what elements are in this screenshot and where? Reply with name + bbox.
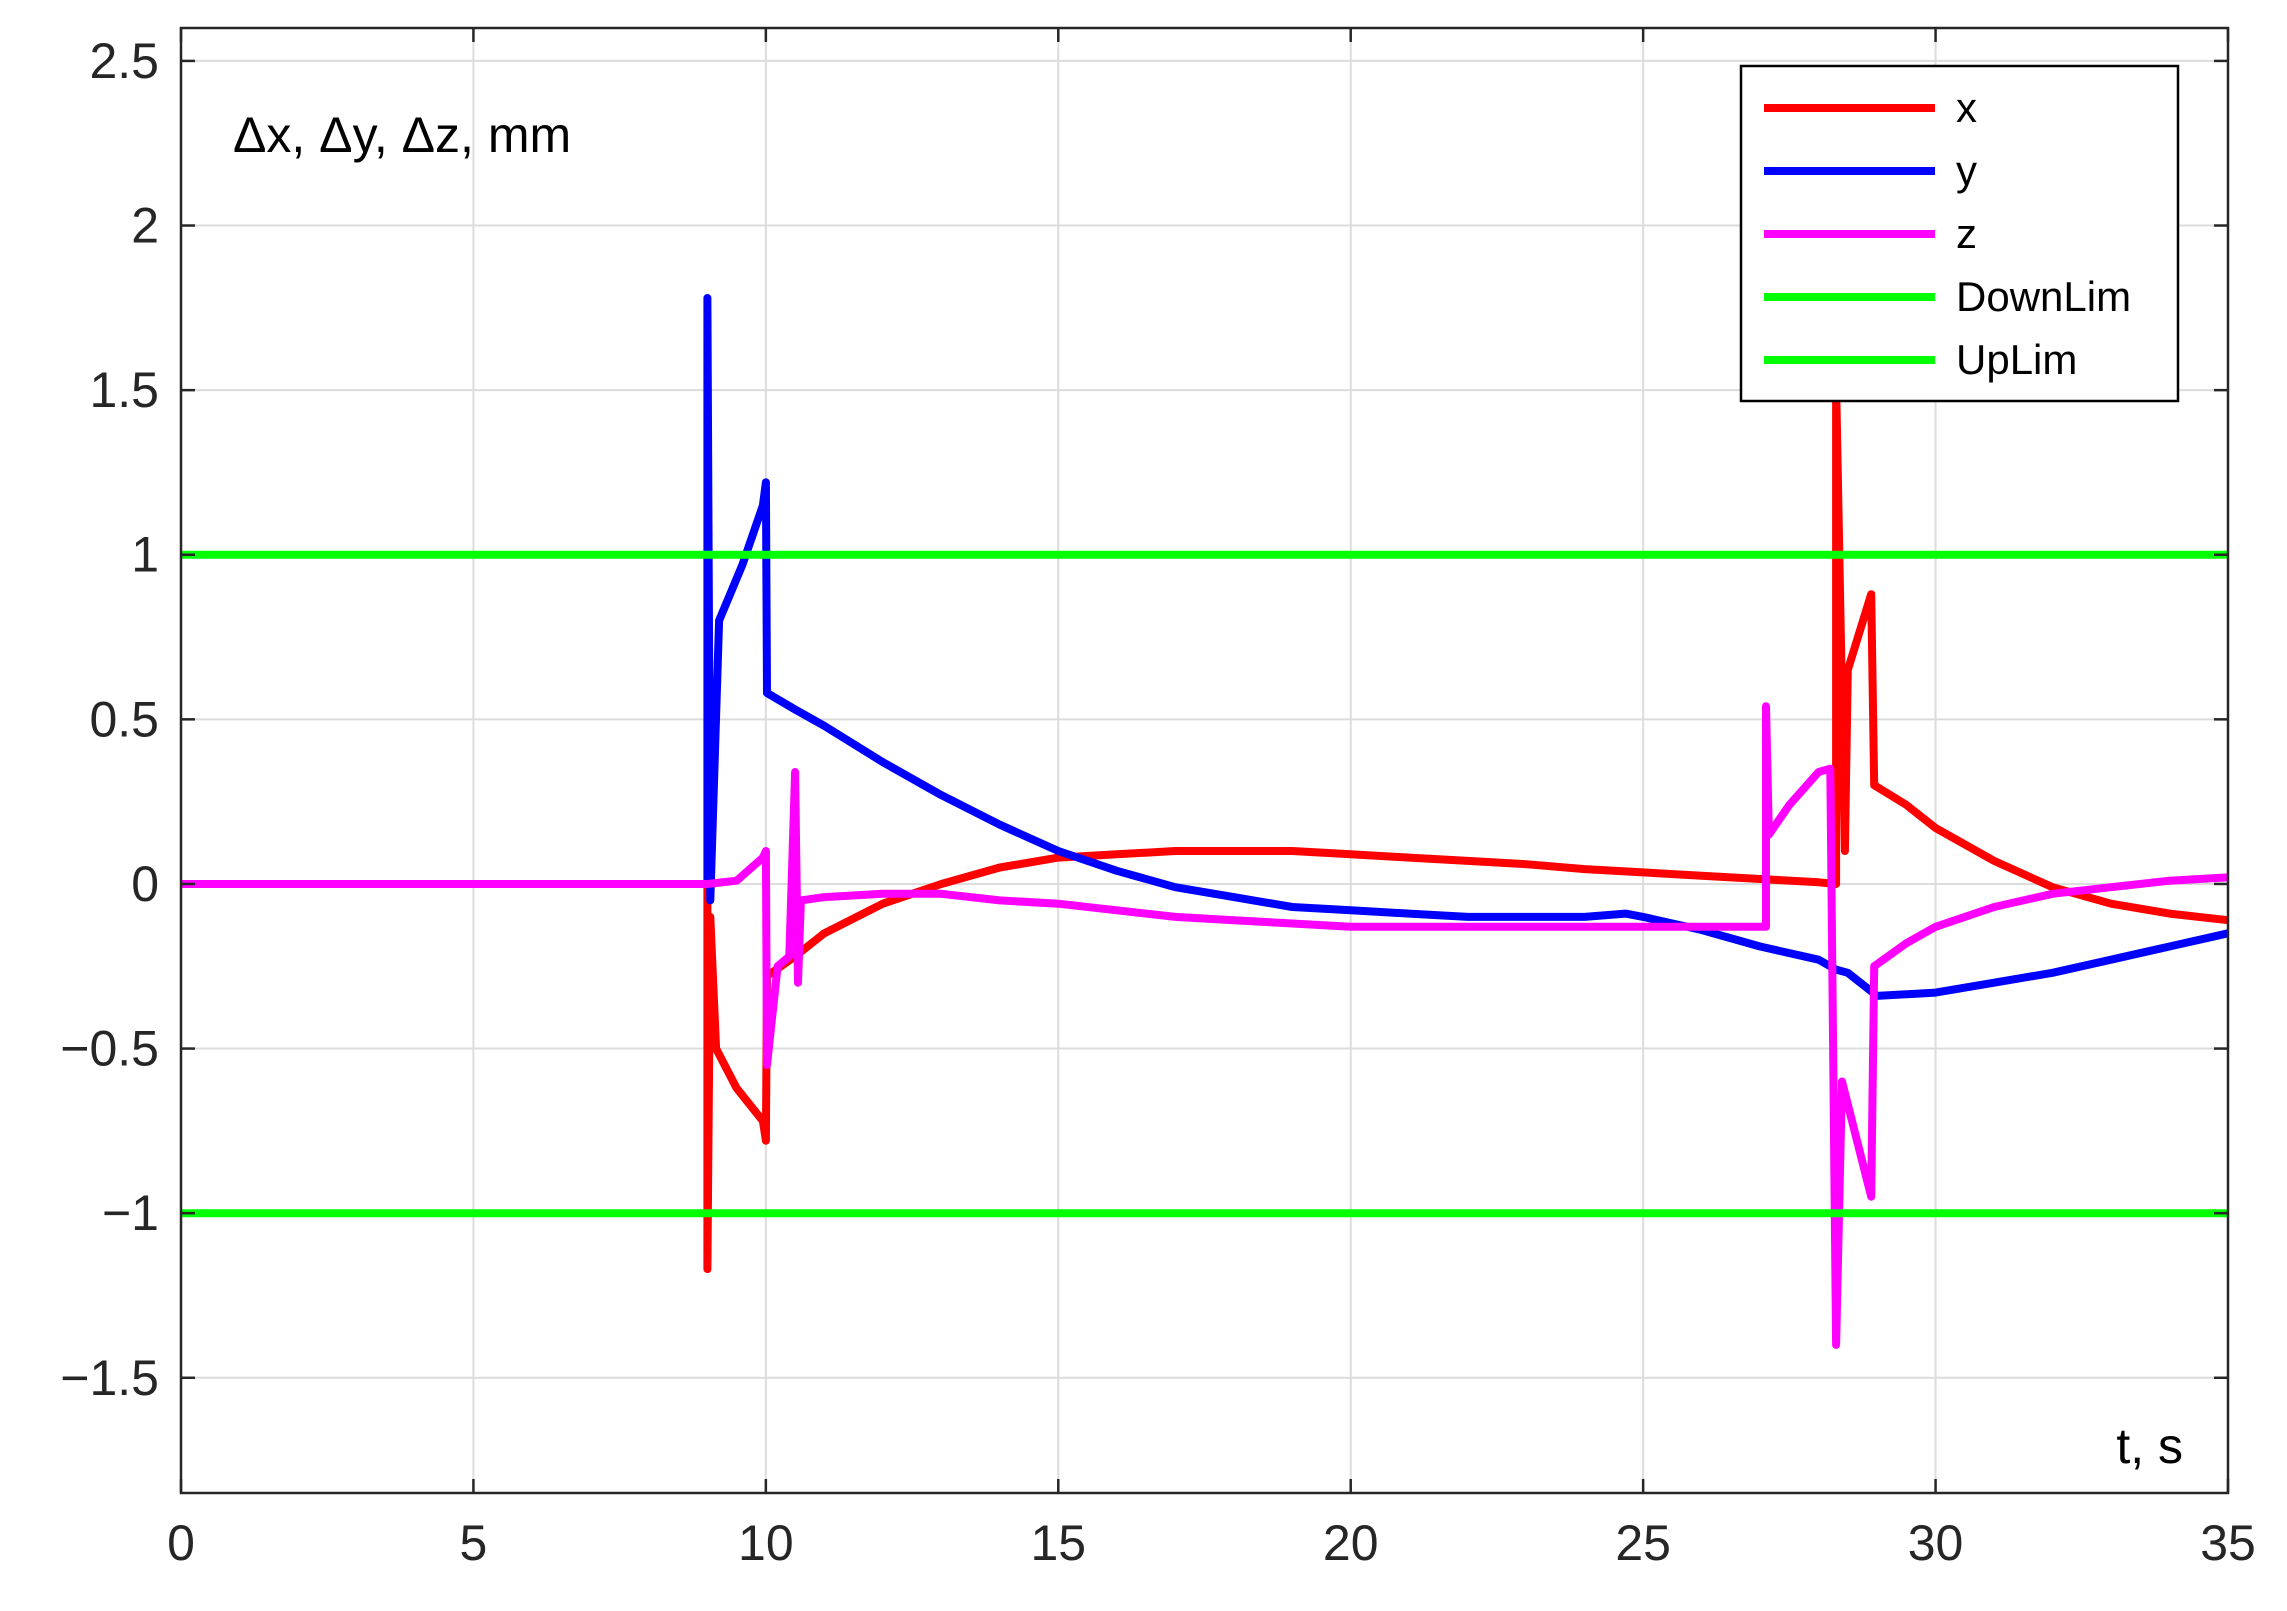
- y-tick-label: 1: [131, 527, 159, 583]
- y-tick-label: −1.5: [60, 1350, 159, 1406]
- x-tick-label: 35: [2200, 1515, 2256, 1571]
- y-tick-labels: −1.5 −1 −0.5 0 0.5 1 1.5 2 2.5: [60, 33, 159, 1406]
- y-axis-label: Δx, Δy, Δz, mm: [233, 107, 571, 163]
- y-tick-label: −0.5: [60, 1021, 159, 1077]
- x-tick-labels: 0 5 10 15 20 25 30 35: [167, 1515, 2256, 1571]
- data-series: [181, 294, 2229, 1349]
- x-tick-label: 25: [1615, 1515, 1671, 1571]
- x-tick-label: 20: [1323, 1515, 1379, 1571]
- x-tick-label: 10: [738, 1515, 794, 1571]
- x-tick-label: 15: [1030, 1515, 1086, 1571]
- y-tick-label: 2: [131, 198, 159, 254]
- legend-label-downlim: DownLim: [1956, 273, 2131, 320]
- x-axis-label: t, s: [2116, 1418, 2183, 1474]
- legend-label-uplim: UpLim: [1956, 336, 2077, 383]
- legend: xyz DownLim UpLim: [1739, 64, 2180, 403]
- legend-label-x: x: [1956, 84, 1977, 131]
- y-tick-label: 0.5: [89, 691, 159, 747]
- series-line-z: [181, 702, 2229, 1349]
- y-tick-label: 2.5: [89, 33, 159, 89]
- axes-box: [179, 26, 2230, 1495]
- y-tick-label: 0: [131, 856, 159, 912]
- y-tick-label: 1.5: [89, 362, 159, 418]
- y-tick-label: −1: [102, 1185, 159, 1241]
- x-tick-label: 0: [167, 1515, 195, 1571]
- legend-label-y: y: [1956, 147, 1977, 194]
- x-tick-label: 5: [460, 1515, 488, 1571]
- axes-frame: [179, 26, 2230, 1495]
- legend-label-z: z: [1956, 210, 1977, 257]
- x-tick-label: 30: [1908, 1515, 1964, 1571]
- series-line-x: [181, 379, 2229, 1274]
